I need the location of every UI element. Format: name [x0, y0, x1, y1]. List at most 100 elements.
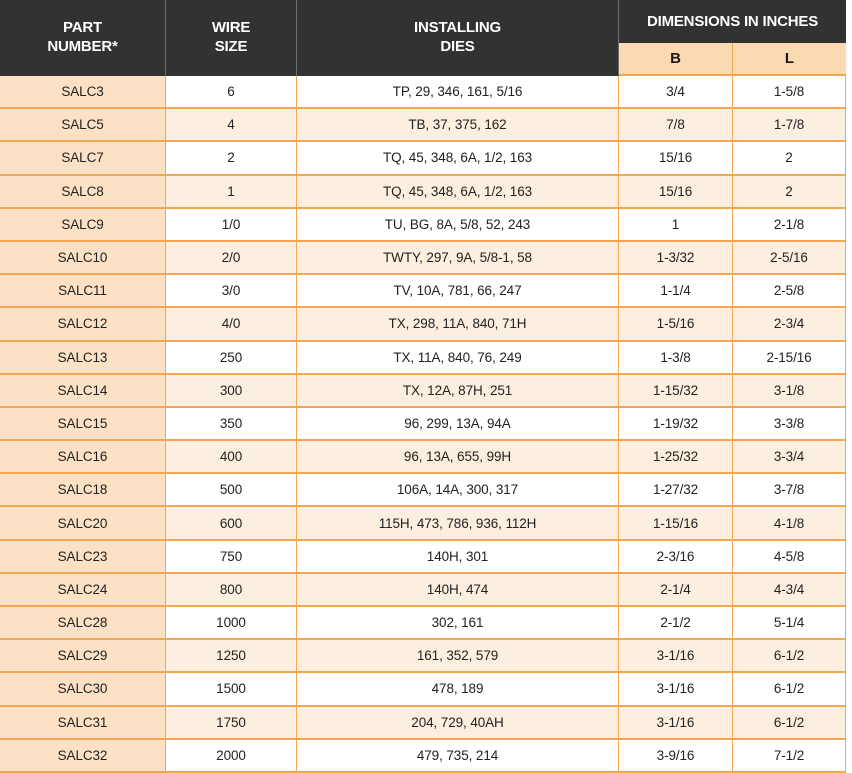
part-cell: SALC28 — [0, 607, 166, 639]
wire-cell: 350 — [166, 407, 297, 440]
dies-cell: TX, 298, 11A, 840, 71H — [297, 308, 619, 340]
l-cell: 2-5/8 — [733, 275, 846, 307]
wire-cell: 2/0 — [166, 241, 297, 274]
dies-cell: 479, 735, 214 — [297, 739, 619, 771]
l-cell: 4-5/8 — [733, 540, 846, 572]
part-cell: SALC14 — [0, 374, 166, 406]
table-row: SALC9 1/0 TU, BG, 8A, 5/8, 52, 243 1 2-1/8 — [0, 208, 846, 242]
l-cell: 3-3/8 — [733, 407, 846, 440]
wire-cell: 300 — [166, 374, 297, 406]
part-cell: SALC32 — [0, 739, 166, 771]
dies-cell: 204, 729, 40AH — [297, 706, 619, 738]
table-header-row: PART NUMBER* WIRE SIZE INSTALLING DIES D… — [0, 0, 846, 76]
wire-cell: 4 — [166, 109, 297, 141]
wire-cell: 1 — [166, 175, 297, 207]
dies-cell: 302, 161 — [297, 607, 619, 639]
l-cell: 6-1/2 — [733, 706, 846, 738]
b-cell: 3-1/16 — [619, 706, 733, 738]
part-cell: SALC29 — [0, 640, 166, 672]
b-cell: 1-27/32 — [619, 474, 733, 506]
wire-cell: 6 — [166, 76, 297, 108]
table-row: SALC11 3/0 TV, 10A, 781, 66, 247 1-1/4 2-5/8 — [0, 275, 846, 309]
table-row: SALC3 6 TP, 29, 346, 161, 5/16 3/4 1-5/8 — [0, 76, 846, 110]
l-cell: 2 — [733, 142, 846, 174]
part-cell: SALC7 — [0, 142, 166, 174]
wire-cell: 2000 — [166, 739, 297, 771]
b-cell: 3-1/16 — [619, 640, 733, 672]
table-row: SALC14 300 TX, 12A, 87H, 251 1-15/32 3-1/8 — [0, 374, 846, 408]
dies-cell: 478, 189 — [297, 673, 619, 705]
dies-cell: 140H, 474 — [297, 573, 619, 605]
l-cell: 2-15/16 — [733, 341, 846, 373]
l-cell: 2-5/16 — [733, 241, 846, 274]
b-cell: 1 — [619, 208, 733, 240]
l-cell: 7-1/2 — [733, 739, 846, 771]
dies-cell: TWTY, 297, 9A, 5/8-1, 58 — [297, 241, 619, 274]
part-cell: SALC13 — [0, 341, 166, 373]
part-cell: SALC24 — [0, 573, 166, 605]
table-row: SALC24 800 140H, 474 2-1/4 4-3/4 — [0, 573, 846, 607]
b-cell: 2-3/16 — [619, 540, 733, 572]
b-cell: 1-15/16 — [619, 507, 733, 539]
header-installing-dies-line1: INSTALLING — [414, 19, 501, 37]
l-cell: 3-7/8 — [733, 474, 846, 506]
table-row: SALC10 2/0 TWTY, 297, 9A, 5/8-1, 58 1-3/32 2… — [0, 241, 846, 276]
header-part-number: PART NUMBER* — [0, 0, 166, 76]
header-dimension-l: L — [784, 50, 795, 67]
dies-cell: TB, 37, 375, 162 — [297, 109, 619, 141]
dies-cell: TP, 29, 346, 161, 5/16 — [297, 76, 619, 108]
header-part-number-line2: NUMBER* — [47, 38, 118, 55]
b-cell: 3-9/16 — [619, 739, 733, 771]
wire-cell: 1750 — [166, 706, 297, 738]
table-row: SALC31 1750 204, 729, 40AH 3-1/16 6-1/2 — [0, 706, 846, 740]
wire-cell: 4/0 — [166, 308, 297, 340]
table-row: SALC28 1000 302, 161 2-1/2 5-1/4 — [0, 607, 846, 641]
wire-cell: 600 — [166, 507, 297, 539]
table-row: SALC13 250 TX, 11A, 840, 76, 249 1-3/8 2-15/… — [0, 341, 846, 375]
part-cell: SALC12 — [0, 308, 166, 340]
b-cell: 15/16 — [619, 175, 733, 207]
b-cell: 15/16 — [619, 142, 733, 174]
b-cell: 7/8 — [619, 109, 733, 141]
header-dimension-b: B — [619, 43, 733, 74]
l-cell: 2-1/8 — [733, 208, 846, 240]
l-cell: 4-1/8 — [733, 507, 846, 539]
header-wire-size-line1: WIRE — [211, 19, 251, 37]
dies-cell: 115H, 473, 786, 936, 112H — [297, 507, 619, 539]
header-dimensions-in-inches: DIMENSIONS IN INCHES — [646, 13, 819, 30]
table-row: SALC16 400 96, 13A, 655, 99H 1-25/32 3-3/4 — [0, 441, 846, 475]
part-cell: SALC5 — [0, 109, 166, 141]
part-cell: SALC8 — [0, 175, 166, 207]
l-cell: 3-1/8 — [733, 374, 846, 406]
part-cell: SALC31 — [0, 706, 166, 738]
dies-cell: TX, 11A, 840, 76, 249 — [297, 341, 619, 373]
table-row: SALC8 1 TQ, 45, 348, 6A, 1/2, 163 15/16 2 — [0, 175, 846, 209]
part-cell: SALC23 — [0, 540, 166, 572]
table-row: SALC20 600 115H, 473, 786, 936, 112H 1-15/1… — [0, 507, 846, 541]
wire-cell: 250 — [166, 341, 297, 373]
l-cell: 5-1/4 — [733, 607, 846, 639]
l-cell: 6-1/2 — [733, 640, 846, 672]
b-cell: 1-15/32 — [619, 374, 733, 406]
table-row: SALC23 750 140H, 301 2-3/16 4-5/8 — [0, 540, 846, 574]
header-wire-size: WIRE SIZE — [166, 0, 297, 76]
wire-cell: 400 — [166, 441, 297, 473]
wire-cell: 2 — [166, 142, 297, 174]
part-cell: SALC10 — [0, 241, 166, 274]
wire-cell: 3/0 — [166, 275, 297, 307]
b-cell: 1-3/32 — [619, 241, 733, 274]
table-row: SALC15 350 96, 299, 13A, 94A 1-19/32 3-3/8 — [0, 407, 846, 442]
dies-cell: 96, 299, 13A, 94A — [297, 407, 619, 440]
b-cell: 1-25/32 — [619, 441, 733, 473]
wire-cell: 1000 — [166, 607, 297, 639]
part-cell: SALC11 — [0, 275, 166, 307]
dies-cell: 96, 13A, 655, 99H — [297, 441, 619, 473]
b-cell: 1-5/16 — [619, 308, 733, 340]
wire-cell: 750 — [166, 540, 297, 572]
dies-cell: TV, 10A, 781, 66, 247 — [297, 275, 619, 307]
b-cell: 1-19/32 — [619, 407, 733, 440]
b-cell: 1-3/8 — [619, 341, 733, 373]
header-installing-dies: INSTALLING DIES — [297, 0, 619, 76]
b-cell: 2-1/2 — [619, 607, 733, 639]
wire-cell: 1500 — [166, 673, 297, 705]
